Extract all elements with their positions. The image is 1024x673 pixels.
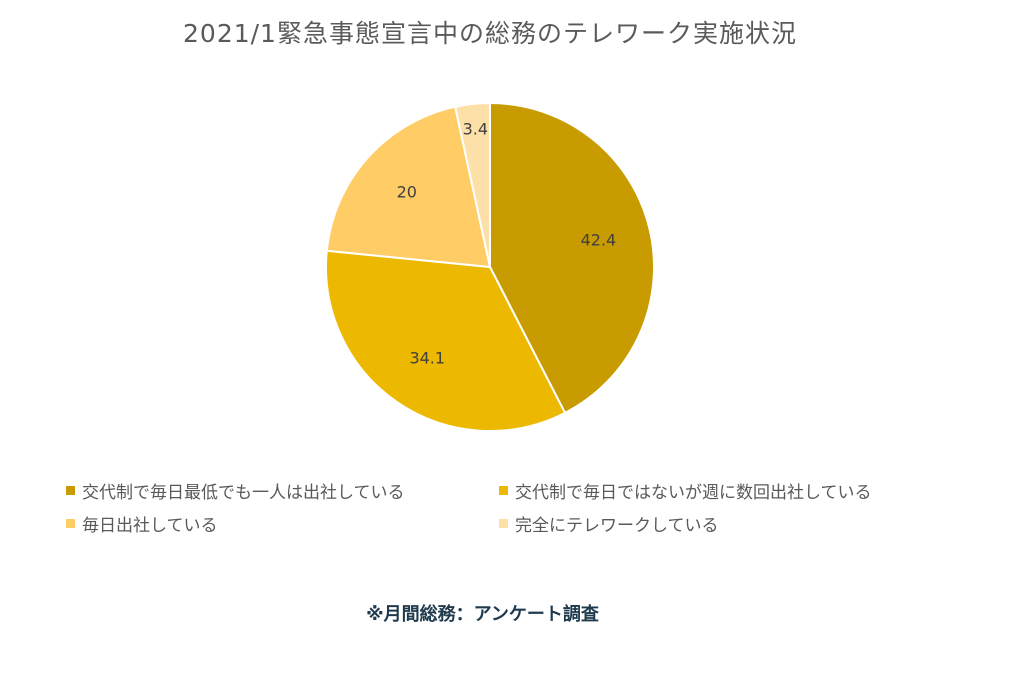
legend-label: 完全にテレワークしている [515, 516, 719, 536]
pie-data-label: 20 [397, 182, 417, 201]
legend-swatch [66, 519, 75, 528]
legend-item: 交代制で毎日最低でも一人は出社している [66, 478, 405, 503]
pie-data-label: 34.1 [409, 349, 445, 368]
pie-data-labels: 42.4 34.1 20 3.4 [397, 120, 617, 368]
legend-swatch [499, 486, 508, 495]
legend-label: 交代制で毎日最低でも一人は出社している [82, 483, 405, 503]
pie-slices [325, 101, 655, 432]
pie-data-label: 3.4 [463, 120, 488, 139]
legend-item: 完全にテレワークしている [499, 511, 719, 536]
pie-slice [325, 249, 567, 432]
legend-swatch [66, 486, 75, 495]
pie-slice [454, 101, 491, 268]
chart-title: 2021/1緊急事態宣言中の総務のテレワーク実施状況 [183, 19, 797, 48]
pie-slice [325, 105, 492, 269]
legend-label: 交代制で毎日ではないが週に数回出社している [515, 483, 872, 503]
legend-label: 毎日出社している [82, 516, 218, 536]
source-note: ※月間総務：アンケート調査 [366, 604, 599, 625]
legend-item: 交代制で毎日ではないが週に数回出社している [499, 478, 872, 503]
legend-swatch [499, 519, 508, 528]
pie-data-label: 42.4 [581, 230, 617, 249]
legend-item: 毎日出社している [66, 511, 218, 536]
pie-slice [489, 101, 655, 415]
